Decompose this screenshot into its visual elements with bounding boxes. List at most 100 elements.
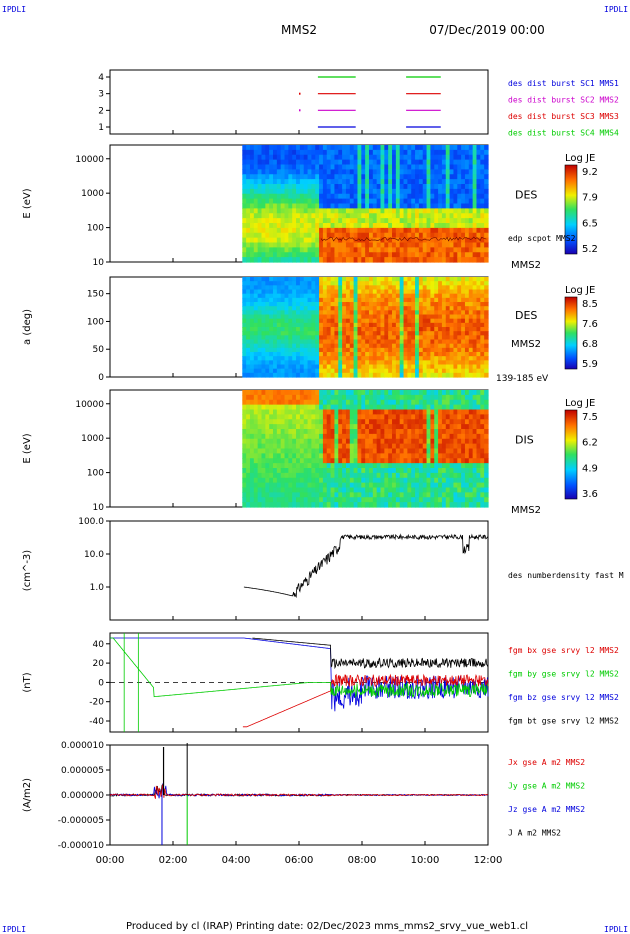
- heatmap-cell: [265, 203, 270, 209]
- heatmap-cell: [461, 203, 466, 209]
- y-tick-label: 0.000010: [61, 741, 104, 751]
- heatmap-cell: [484, 223, 489, 229]
- heatmap-cell: [273, 208, 278, 214]
- heatmap-cell: [299, 424, 305, 430]
- heatmap-cell: [468, 492, 474, 498]
- heatmap-cell: [434, 492, 439, 498]
- heatmap-cell: [411, 277, 416, 282]
- heatmap-cell: [441, 433, 447, 440]
- heatmap-cell: [445, 453, 451, 459]
- heatmap-cell: [322, 277, 328, 282]
- heatmap-cell: [345, 424, 351, 430]
- heatmap-cell: [345, 242, 351, 248]
- heatmap-cell: [353, 293, 359, 299]
- heatmap-cell: [422, 297, 428, 303]
- heatmap-cell: [441, 399, 447, 406]
- heatmap-cell: [261, 208, 266, 214]
- heatmap-cell: [338, 419, 343, 425]
- heatmap-cell: [395, 145, 401, 151]
- heatmap-cell: [342, 213, 347, 219]
- heatmap-cell: [461, 404, 466, 411]
- heatmap-cell: [338, 159, 343, 166]
- heatmap-cell: [334, 394, 339, 401]
- heatmap-cell: [319, 314, 324, 320]
- heatmap-cell: [372, 281, 378, 286]
- heatmap-cell: [407, 327, 412, 332]
- heatmap-cell: [422, 257, 428, 263]
- heatmap-cell: [415, 443, 420, 450]
- heatmap-cell: [273, 352, 278, 357]
- heatmap-cell: [449, 302, 455, 307]
- heatmap-cell: [257, 302, 263, 307]
- heatmap-cell: [480, 468, 485, 474]
- heatmap-cell: [284, 443, 289, 450]
- heatmap-cell: [438, 227, 443, 234]
- heatmap-cell: [372, 164, 378, 170]
- heatmap-cell: [376, 208, 382, 214]
- heatmap-cell: [330, 364, 336, 370]
- heatmap-cell: [441, 472, 447, 479]
- heatmap-cell: [261, 223, 266, 229]
- heatmap-cell: [349, 297, 355, 303]
- heatmap-cell: [303, 472, 309, 479]
- heatmap-cell: [449, 223, 455, 229]
- heatmap-cell: [280, 145, 286, 151]
- heatmap-cell: [372, 352, 378, 357]
- heatmap-cell: [403, 149, 408, 156]
- heatmap-cell: [415, 433, 420, 440]
- heatmap-cell: [372, 247, 378, 253]
- heatmap-cell: [273, 318, 278, 324]
- heatmap-cell: [319, 327, 324, 332]
- heatmap-cell: [338, 218, 343, 224]
- heatmap-cell: [334, 149, 339, 156]
- heatmap-cell: [388, 310, 393, 316]
- heatmap-cell: [368, 331, 374, 336]
- heatmap-cell: [299, 289, 305, 295]
- y-tick-label: -20: [89, 698, 104, 708]
- heatmap-cell: [411, 223, 416, 229]
- heatmap-cell: [480, 364, 485, 370]
- heatmap-cell: [322, 368, 328, 374]
- heatmap-cell: [242, 208, 247, 214]
- heatmap-cell: [276, 277, 282, 282]
- heatmap-cell: [438, 184, 443, 190]
- heatmap-cell: [407, 237, 412, 244]
- heatmap-cell: [299, 360, 305, 366]
- heatmap-cell: [407, 419, 412, 425]
- heatmap-cell: [422, 352, 428, 357]
- heatmap-cell: [261, 293, 266, 299]
- heatmap-cell: [280, 218, 286, 224]
- heatmap-cell: [296, 372, 301, 378]
- y-tick-label: 10000: [75, 400, 104, 410]
- heatmap-cell: [326, 302, 332, 307]
- heatmap-cell: [384, 424, 389, 430]
- heatmap-cell: [376, 322, 382, 328]
- heatmap-cell: [338, 306, 343, 311]
- heatmap-cell: [468, 424, 474, 430]
- heatmap-cell: [307, 463, 313, 469]
- heatmap-cell: [415, 242, 420, 248]
- heatmap-cell: [265, 482, 270, 489]
- heatmap-cell: [384, 364, 389, 370]
- heatmap-cell: [261, 492, 266, 498]
- heatmap-cell: [403, 404, 408, 411]
- heatmap-cell: [384, 257, 389, 263]
- heatmap-cell: [361, 154, 366, 161]
- heatmap-cell: [395, 223, 401, 229]
- heatmap-cell: [246, 409, 251, 415]
- heatmap-cell: [480, 390, 485, 396]
- heatmap-cell: [361, 429, 366, 435]
- heatmap-cell: [257, 293, 263, 299]
- heatmap-cell: [326, 257, 332, 263]
- heatmap-cell: [430, 193, 435, 200]
- heatmap-cell: [273, 468, 278, 474]
- heatmap-cell: [380, 448, 385, 454]
- heatmap-cell: [457, 213, 462, 219]
- heatmap-cell: [280, 414, 286, 420]
- heatmap-cell: [449, 463, 455, 469]
- heatmap-cell: [345, 347, 351, 353]
- heatmap-cell: [265, 164, 270, 170]
- heatmap-cell: [430, 213, 435, 219]
- heatmap-cell: [430, 257, 435, 263]
- heatmap-cell: [342, 399, 347, 406]
